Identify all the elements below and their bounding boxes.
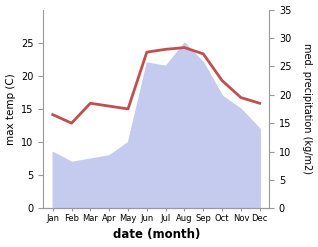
- X-axis label: date (month): date (month): [113, 228, 200, 242]
- Y-axis label: med. precipitation (kg/m2): med. precipitation (kg/m2): [302, 43, 313, 174]
- Y-axis label: max temp (C): max temp (C): [5, 73, 16, 145]
